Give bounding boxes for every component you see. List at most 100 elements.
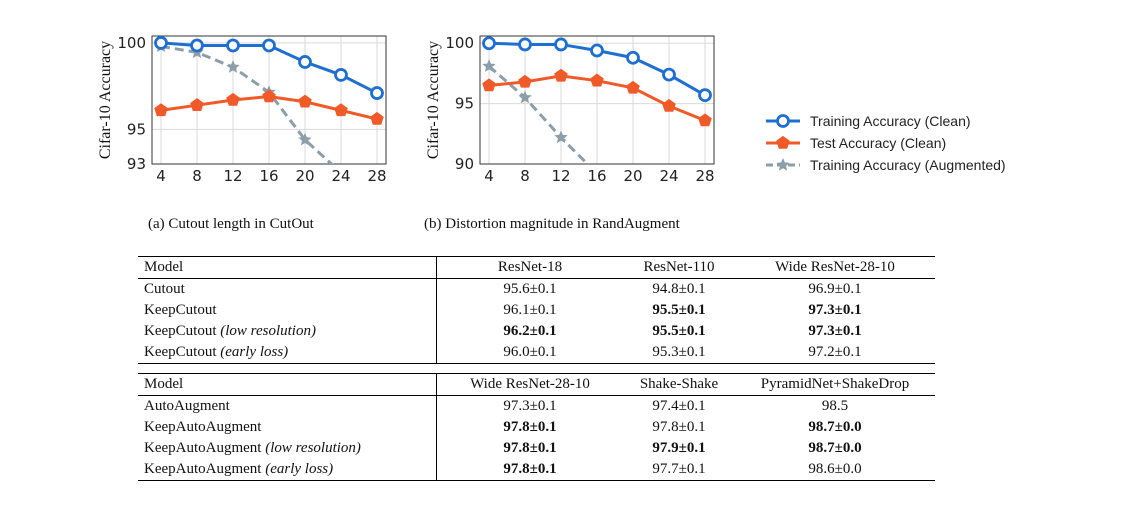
series-line-train-augmented [160, 44, 334, 164]
column-header: Wide ResNet-28-10 [735, 256, 935, 279]
model-name: KeepAutoAugment (low resolution) [144, 440, 361, 456]
accuracy-cell: 97.3±0.1 [808, 323, 862, 339]
table-row: KeepCutout (low resolution) 96.2±0.1 95.5±… [138, 321, 935, 342]
point-train-clean [370, 86, 384, 100]
plot-frame [151, 35, 387, 165]
table-row: KeepCutout (early loss) 96.0±0.1 95.3±0.1 9… [138, 342, 935, 364]
point-train-augmented [554, 130, 568, 144]
accuracy-cell: 97.8±0.1 [436, 459, 623, 481]
point-test-clean [370, 111, 384, 125]
point-train-clean [298, 55, 312, 69]
accuracy-cell: 95.5±0.1 [652, 302, 706, 318]
point-test-clean [482, 78, 496, 92]
y-axis-label: Cifar-10 Accuracy [97, 41, 114, 159]
x-tick-label: 28 [695, 167, 714, 185]
column-header: Model [138, 256, 437, 279]
table-header-row: Model ResNet-18 ResNet-110 Wide ResNet-28-1… [138, 256, 935, 279]
x-tick-label: 4 [156, 167, 166, 185]
accuracy-cell: 96.2±0.1 [436, 321, 623, 342]
accuracy-cell: 94.8±0.1 [652, 281, 706, 297]
point-test-clean [698, 113, 712, 127]
point-train-clean [518, 37, 532, 52]
point-test-clean [626, 80, 640, 94]
accuracy-cell: 95.6±0.1 [436, 278, 623, 300]
accuracy-cell: 96.9±0.1 [808, 281, 862, 297]
column-header: ResNet-110 [623, 256, 735, 279]
table-row: KeepAutoAugment (early loss) 97.8±0.1 97.7… [138, 459, 935, 481]
legend-marker [776, 114, 790, 128]
model-name: KeepCutout (low resolution) [144, 323, 316, 339]
accuracy-cell: 97.2±0.1 [735, 342, 935, 364]
x-tick-label: 20 [295, 167, 314, 185]
accuracy-cell: 97.8±0.1 [436, 417, 623, 438]
model-name: KeepAutoAugment [144, 419, 262, 435]
point-train-clean [482, 36, 496, 51]
caption-b: (b) Distortion magnitude in RandAugment [424, 216, 680, 232]
legend-marker [776, 135, 790, 149]
column-header: Model [138, 373, 437, 396]
legend-label: Training Accuracy (Augmented) [810, 157, 1006, 173]
x-tick-label: 12 [223, 167, 242, 185]
legend-item: Training Accuracy (Augmented) [764, 154, 1006, 176]
y-tick-label: 95 [127, 120, 146, 138]
point-test-clean [590, 73, 604, 87]
accuracy-cell: 97.4±0.1 [652, 398, 706, 414]
accuracy-cell: 95.5±0.1 [652, 323, 706, 339]
legend-label: Training Accuracy (Clean) [810, 113, 971, 129]
x-tick-label: 16 [587, 167, 606, 185]
point-train-augmented [518, 90, 532, 104]
table-row: KeepAutoAugment 97.8±0.1 97.8±0.1 98.7±0.0 [138, 417, 935, 438]
table-header-row: Model Wide ResNet-28-10 Shake-Shake Pyramid… [138, 373, 935, 396]
model-name: Cutout [144, 281, 185, 297]
x-tick-label: 4 [484, 167, 494, 185]
y-tick-label: 100 [117, 34, 146, 52]
series-line-train-augmented [488, 65, 590, 164]
model-name: AutoAugment [144, 398, 230, 414]
point-train-clean [226, 38, 240, 53]
column-header: Wide ResNet-28-10 [436, 373, 623, 396]
point-test-clean [190, 98, 204, 111]
point-test-clean [298, 94, 312, 108]
accuracy-cell: 98.7±0.0 [808, 419, 862, 435]
caption-a: (a) Cutout length in CutOut [148, 216, 314, 232]
x-tick-label: 16 [259, 167, 278, 185]
accuracy-cell: 96.0±0.1 [436, 342, 623, 364]
legend-label: Test Accuracy (Clean) [810, 135, 947, 151]
accuracy-cell: 97.3±0.1 [808, 302, 862, 318]
table-row: KeepCutout 96.1±0.1 95.5±0.1 97.3±0.1 [138, 300, 935, 321]
x-tick-label: 24 [331, 167, 350, 185]
legend-marker [776, 158, 790, 171]
point-test-clean [662, 98, 676, 112]
column-header: Shake-Shake [623, 373, 735, 396]
point-train-clean [554, 37, 568, 52]
accuracy-cell: 98.6±0.0 [735, 459, 935, 481]
y-tick-label: 100 [445, 34, 474, 52]
accuracy-cell: 98.5 [821, 398, 849, 414]
chart-legend: Training Accuracy (Clean) Test Accuracy (… [764, 110, 1006, 176]
point-train-clean [662, 67, 676, 82]
results-table-autoaugment: Model Wide ResNet-28-10 Shake-Shake Pyramid… [138, 373, 935, 481]
point-train-clean [590, 43, 604, 58]
column-header: ResNet-18 [436, 256, 623, 279]
table-row: Cutout 95.6±0.1 94.8±0.1 96.9±0.1 [138, 278, 935, 300]
point-train-clean [262, 38, 276, 53]
accuracy-cell: 95.3±0.1 [623, 342, 735, 364]
point-train-clean [190, 38, 204, 53]
x-tick-label: 20 [623, 167, 642, 185]
accuracy-cell: 97.8±0.1 [652, 419, 706, 435]
x-tick-label: 8 [520, 167, 530, 185]
table-row: KeepAutoAugment (low resolution) 97.8±0.1… [138, 438, 935, 459]
model-name: KeepCutout (early loss) [138, 342, 437, 364]
point-test-clean [518, 74, 532, 88]
column-header: PyramidNet+ShakeDrop [735, 373, 935, 396]
point-train-augmented [226, 60, 240, 73]
model-name: KeepAutoAugment (early loss) [138, 459, 437, 481]
results-table-cutout: Model ResNet-18 ResNet-110 Wide ResNet-28-1… [138, 256, 935, 364]
x-tick-label: 24 [659, 167, 678, 185]
x-tick-label: 12 [551, 167, 570, 185]
point-test-clean [262, 89, 276, 103]
y-axis-label: Cifar-10 Accuracy [425, 41, 442, 159]
y-tick-label: 95 [455, 95, 474, 113]
